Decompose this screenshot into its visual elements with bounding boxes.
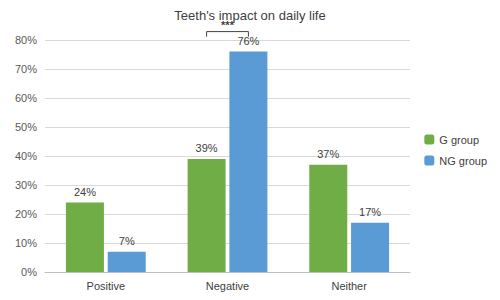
svg-text:Positive: Positive — [87, 280, 126, 292]
svg-text:Neither: Neither — [331, 280, 367, 292]
svg-text:G group: G group — [439, 134, 479, 146]
svg-text:70%: 70% — [15, 63, 37, 75]
svg-text:7%: 7% — [119, 235, 135, 247]
svg-text:76%: 76% — [237, 35, 259, 47]
svg-text:Negative: Negative — [206, 280, 249, 292]
svg-text:80%: 80% — [15, 34, 37, 46]
svg-text:24%: 24% — [74, 186, 96, 198]
svg-text:20%: 20% — [15, 208, 37, 220]
svg-text:60%: 60% — [15, 92, 37, 104]
svg-text:50%: 50% — [15, 121, 37, 133]
svg-text:10%: 10% — [15, 237, 37, 249]
svg-text:NG group: NG group — [439, 155, 487, 167]
svg-text:30%: 30% — [15, 179, 37, 191]
svg-text:Teeth's impact on daily life: Teeth's impact on daily life — [174, 8, 325, 23]
svg-text:40%: 40% — [15, 150, 37, 162]
svg-text:39%: 39% — [196, 142, 218, 154]
svg-text:17%: 17% — [359, 206, 381, 218]
svg-text:37%: 37% — [317, 148, 339, 160]
svg-text:0%: 0% — [21, 266, 37, 278]
